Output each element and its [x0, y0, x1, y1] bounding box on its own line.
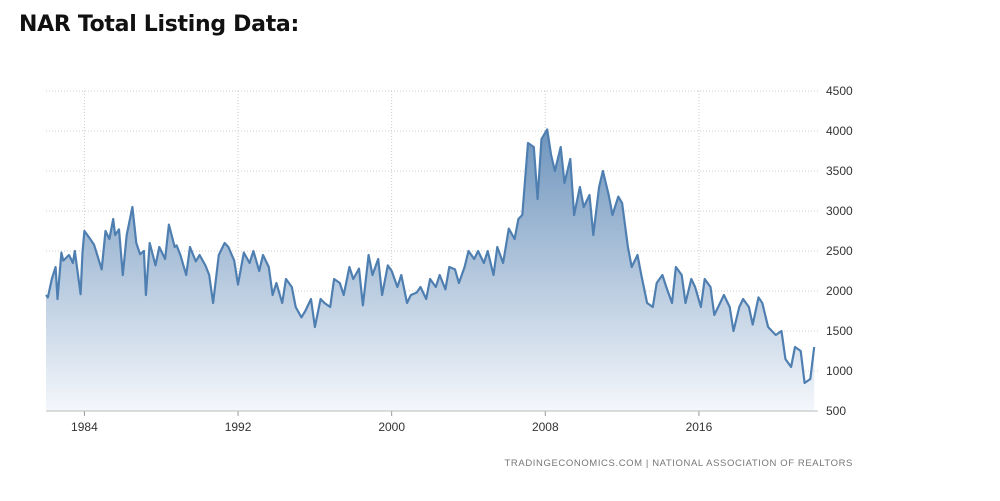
y-tick-label: 3000 [826, 204, 853, 218]
y-tick-label: 1000 [826, 364, 853, 378]
x-tick-label: 2008 [532, 420, 559, 434]
page-title: NAR Total Listing Data: [19, 12, 299, 37]
x-tick-label: 1992 [225, 420, 252, 434]
series-line [45, 128, 816, 385]
x-tick-label: 2016 [686, 420, 713, 434]
x-tick-label: 1984 [71, 420, 98, 434]
y-tick-label: 2500 [826, 244, 853, 258]
y-tick-label: 3500 [826, 164, 853, 178]
y-tick-label: 4500 [826, 84, 853, 98]
y-tick-label: 2000 [826, 284, 853, 298]
axis-labels: 500 1000 1500 2000 2500 3000 3500 4000 4500 1984 1… [46, 84, 853, 434]
y-tick-label: 4000 [826, 124, 853, 138]
source-attribution: TRADINGECONOMICS.COM | NATIONAL ASSOCIAT… [505, 458, 853, 469]
y-tick-label: 1500 [826, 324, 853, 338]
x-tick-label: 2000 [378, 420, 405, 434]
y-tick-label: 500 [826, 404, 846, 418]
area-fill [46, 129, 815, 411]
